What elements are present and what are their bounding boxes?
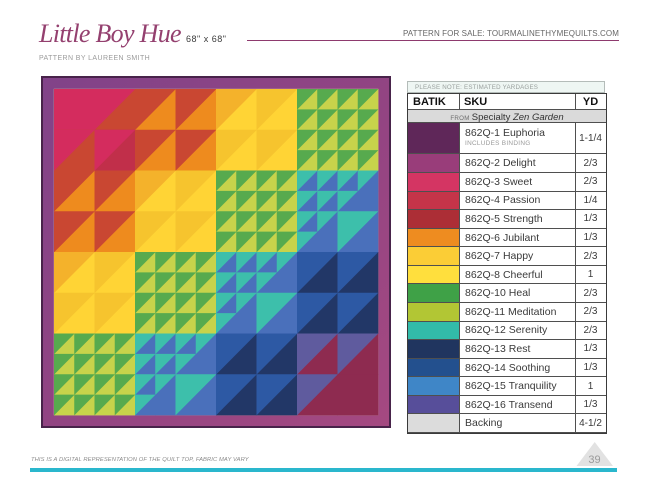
svg-text:39: 39 [588, 454, 600, 466]
